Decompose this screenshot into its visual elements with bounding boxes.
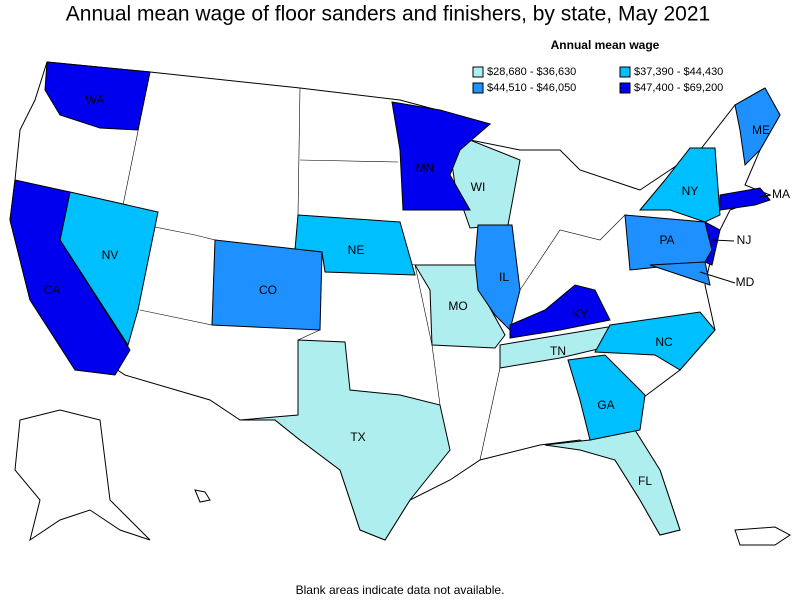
- state-shape: [509, 284, 611, 339]
- state-label: CO: [259, 283, 277, 297]
- legend-swatch: [472, 82, 484, 94]
- state-shape: [474, 224, 521, 331]
- map-title: Annual mean wage of floor sanders and fi…: [66, 3, 710, 26]
- state-shape: [567, 354, 646, 441]
- state-shape: [9, 179, 131, 376]
- state-label: TN: [550, 344, 566, 358]
- state-label: NV: [102, 248, 119, 262]
- state-label: MD: [736, 275, 755, 289]
- state-shape: [211, 239, 323, 331]
- state-shape: [499, 324, 621, 369]
- leader-line: [699, 271, 736, 284]
- legend-label: $44,510 - $46,050: [487, 82, 576, 94]
- legend-label: $37,390 - $44,430: [634, 66, 723, 78]
- state-label: CA: [44, 283, 61, 297]
- state-label: MA: [772, 187, 790, 201]
- state-label: WI: [471, 180, 486, 194]
- legend-swatch: [619, 66, 631, 78]
- state-label: IL: [499, 270, 509, 284]
- legend-label: $28,680 - $36,630: [487, 66, 576, 78]
- state-label: WA: [86, 93, 105, 107]
- leader-line: [759, 194, 772, 198]
- state-shape: [649, 261, 711, 286]
- state-label: ME: [752, 123, 770, 137]
- state-label: MO: [448, 299, 467, 313]
- legend-label: $47,400 - $69,200: [634, 82, 723, 94]
- state-shape: [391, 101, 492, 211]
- state-shape: [594, 311, 716, 371]
- state-label: NJ: [737, 233, 752, 247]
- legend: $28,680 - $36,630 $37,390 - $44,430 $44,51…: [472, 66, 723, 94]
- footnote: Blank areas indicate data not available.: [296, 583, 505, 597]
- state-label: NC: [655, 335, 673, 349]
- state-shape: [734, 87, 781, 167]
- legend-swatch: [619, 82, 631, 94]
- leader-line: [711, 239, 735, 242]
- state-shape: [44, 61, 151, 131]
- state-shape: [638, 147, 721, 223]
- legend-swatch: [472, 66, 484, 78]
- state-shape: [704, 221, 721, 266]
- state-label: TX: [350, 430, 365, 444]
- state-label: NE: [348, 243, 365, 257]
- state-shape: [719, 187, 771, 211]
- state-shape: [239, 339, 451, 541]
- state-label: NY: [682, 184, 699, 198]
- state-shape: [544, 429, 681, 536]
- state-label: FL: [638, 474, 652, 488]
- states: WI MO TN TX FL NV NE NY NC GA CO IL PA ME MD WA CA MN KY NJ…: [9, 61, 790, 541]
- state-label: KY: [572, 307, 588, 321]
- state-label: PA: [659, 233, 674, 247]
- state-label: MN: [416, 161, 435, 175]
- legend-title: Annual mean wage: [551, 38, 660, 52]
- state-label: GA: [597, 398, 614, 412]
